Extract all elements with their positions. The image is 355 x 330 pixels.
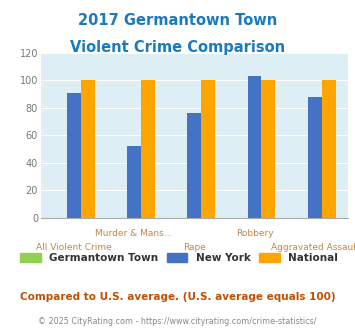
- Text: Compared to U.S. average. (U.S. average equals 100): Compared to U.S. average. (U.S. average …: [20, 292, 335, 302]
- Bar: [308, 97, 322, 218]
- Bar: [262, 80, 275, 218]
- Bar: [141, 80, 155, 218]
- Text: Aggravated Assault: Aggravated Assault: [271, 243, 355, 251]
- Text: Murder & Mans...: Murder & Mans...: [95, 229, 173, 238]
- Legend: Germantown Town, New York, National: Germantown Town, New York, National: [16, 248, 342, 267]
- Bar: [67, 93, 81, 218]
- Bar: [322, 80, 335, 218]
- Text: © 2025 CityRating.com - https://www.cityrating.com/crime-statistics/: © 2025 CityRating.com - https://www.city…: [38, 317, 317, 326]
- Text: Rape: Rape: [183, 243, 206, 251]
- Bar: [187, 113, 201, 218]
- Bar: [248, 76, 262, 218]
- Text: All Violent Crime: All Violent Crime: [36, 243, 112, 251]
- Bar: [201, 80, 215, 218]
- Bar: [127, 146, 141, 218]
- Text: Violent Crime Comparison: Violent Crime Comparison: [70, 40, 285, 54]
- Text: Robbery: Robbery: [236, 229, 273, 238]
- Text: 2017 Germantown Town: 2017 Germantown Town: [78, 13, 277, 28]
- Bar: [81, 80, 95, 218]
